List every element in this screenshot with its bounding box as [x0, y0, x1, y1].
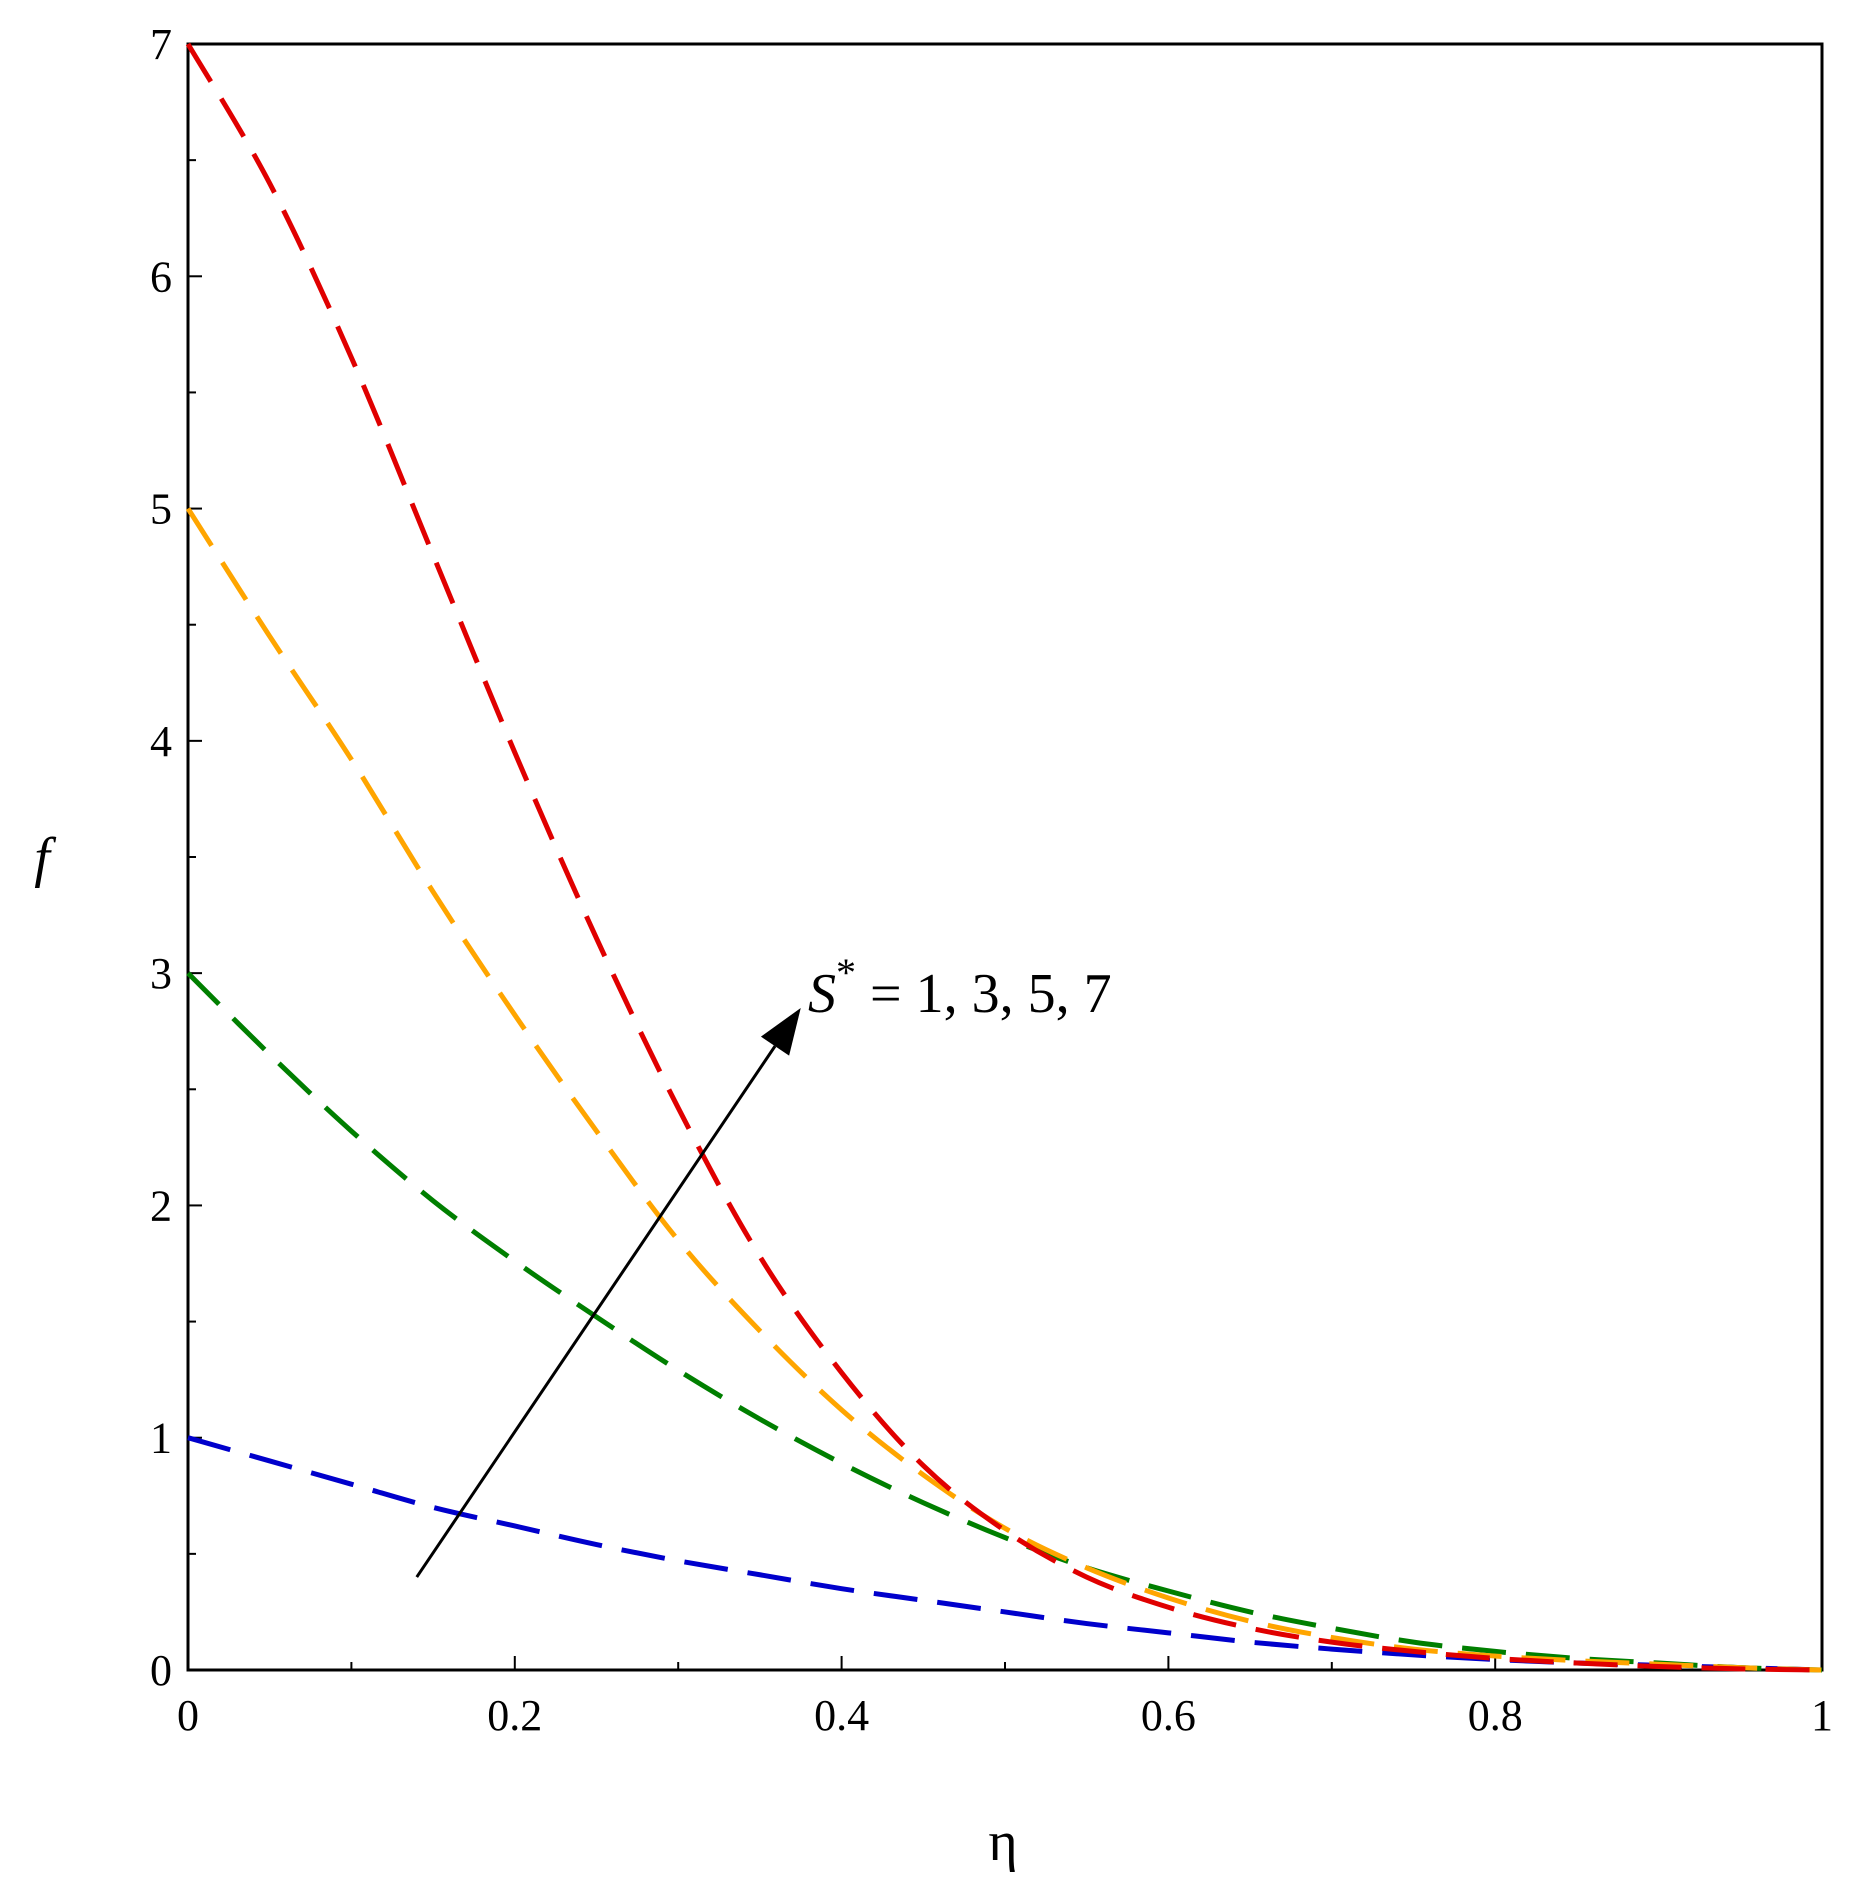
annotation: S* = 1, 3, 5, 7	[415, 950, 1112, 1578]
axes: 0 0.2 0.4 0.6 0.8 1 0 1 2 3 4 5 6 7	[150, 20, 1833, 1740]
y-tick-label: 5	[150, 485, 172, 534]
y-tick-label: 6	[150, 252, 172, 301]
annotation-label: S* = 1, 3, 5, 7	[808, 950, 1112, 1025]
y-axis-label: f	[34, 827, 57, 889]
series-layer	[185, 42, 1823, 1673]
annotation-superscript: *	[836, 950, 856, 995]
annotation-arrow	[415, 1045, 777, 1578]
x-axis-label: η	[988, 1811, 1017, 1873]
annotation-arrow-head	[760, 1007, 801, 1056]
x-tick-label: 0.4	[814, 1691, 869, 1740]
y-tick-label: 4	[150, 717, 172, 766]
annotation-text: = 1, 3, 5, 7	[856, 963, 1112, 1025]
x-tick-label: 0.2	[487, 1691, 542, 1740]
x-tick-label: 0.8	[1468, 1691, 1523, 1740]
series-line-2	[186, 971, 1823, 1673]
plot-frame	[186, 42, 1824, 1672]
y-tick-label: 1	[150, 1414, 172, 1463]
series-line-4	[185, 42, 1823, 1673]
y-tick-label: 0	[150, 1646, 172, 1695]
x-tick-label: 0.6	[1141, 1691, 1196, 1740]
x-tick-label: 1	[1811, 1691, 1833, 1740]
y-tick-label: 7	[150, 20, 172, 69]
annotation-symbol: S	[808, 963, 836, 1025]
x-tick-label: 0	[177, 1691, 199, 1740]
y-tick-label: 3	[150, 949, 172, 998]
series-line-3	[185, 507, 1823, 1673]
y-tick-label: 2	[150, 1181, 172, 1230]
